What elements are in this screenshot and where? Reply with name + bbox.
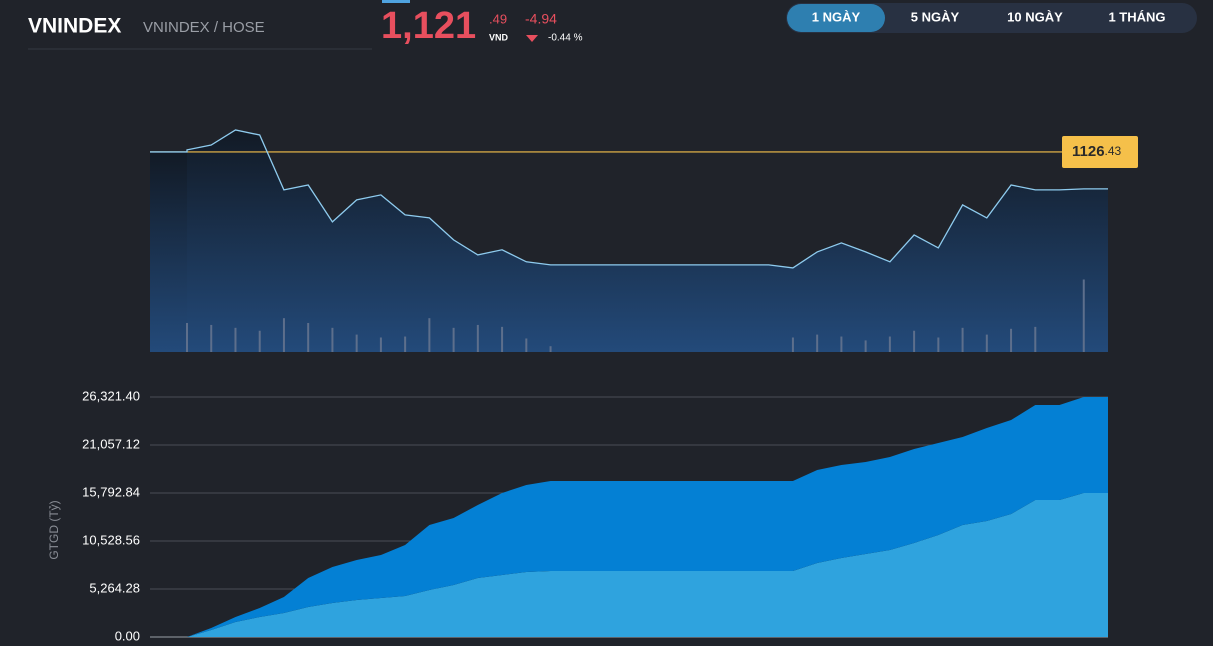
- volume-bar: [961, 327, 964, 352]
- volume-bar: [864, 340, 867, 352]
- volume-bar: [234, 327, 237, 352]
- volume-bar: [258, 330, 261, 352]
- tab[interactable]: 1 THÁNG: [1108, 9, 1165, 24]
- reference-int: 1126: [1072, 143, 1105, 160]
- y-tick-label: 15,792.84: [82, 484, 140, 499]
- volume-bar: [210, 324, 213, 352]
- plot-bg: [150, 151, 187, 352]
- tab[interactable]: 1 NGÀY: [812, 9, 861, 24]
- reference-box: [1062, 135, 1138, 168]
- y-tick-label: 21,057.12: [82, 436, 140, 451]
- change: -4.94: [525, 11, 557, 27]
- price-accent: [382, 0, 410, 3]
- volume-bar: [331, 327, 334, 352]
- down-arrow: [526, 35, 538, 42]
- volume-bar: [476, 324, 479, 352]
- y-axis-label: GTGD (Tỷ): [47, 500, 61, 559]
- symbol: VNINDEX: [28, 15, 121, 38]
- volume-bar: [937, 337, 940, 352]
- tab[interactable]: 5 NGÀY: [911, 9, 960, 24]
- exchange: VNINDEX / HOSE: [143, 19, 265, 36]
- y-tick-label: 0.00: [115, 628, 140, 643]
- volume-bar: [355, 334, 358, 352]
- volume-bar: [525, 338, 528, 352]
- area: [187, 493, 1108, 637]
- y-tick-label: 26,321.40: [82, 388, 140, 403]
- volume-bar: [282, 318, 285, 352]
- volume-bar: [1010, 328, 1013, 352]
- volume-bar: [452, 327, 455, 352]
- reference-dec: .43: [1105, 144, 1122, 158]
- price: 1,121: [381, 5, 476, 47]
- tab-bar: [786, 3, 1197, 33]
- y-tick-label: 10,528.56: [82, 532, 140, 547]
- price-decimal: .49: [489, 11, 507, 26]
- line-area: [187, 130, 1108, 352]
- volume-bar: [549, 346, 552, 352]
- volume-bar: [428, 318, 431, 352]
- y-tick-label: 5,264.28: [89, 580, 140, 595]
- volume-bar: [791, 337, 794, 352]
- area: [187, 397, 1108, 637]
- volume-bar: [888, 336, 891, 352]
- currency: VND: [489, 32, 509, 42]
- volume-bar: [501, 326, 504, 352]
- volume-bar: [1082, 279, 1085, 352]
- volume-bar: [307, 323, 310, 352]
- volume-bar: [913, 330, 916, 352]
- tab-active-bg: [787, 4, 885, 32]
- volume-bar: [1034, 326, 1037, 352]
- volume-bar: [404, 336, 407, 352]
- volume-bar: [186, 323, 188, 352]
- volume-bar: [816, 334, 819, 352]
- reference-label: 1126.43: [1072, 143, 1122, 160]
- price-line: [150, 129, 1108, 269]
- volume-bar: [379, 337, 382, 352]
- change-pct: -0.44 %: [548, 33, 583, 44]
- volume-bar: [840, 336, 843, 352]
- volume-bar: [985, 334, 988, 352]
- tab[interactable]: 10 NGÀY: [1007, 9, 1063, 24]
